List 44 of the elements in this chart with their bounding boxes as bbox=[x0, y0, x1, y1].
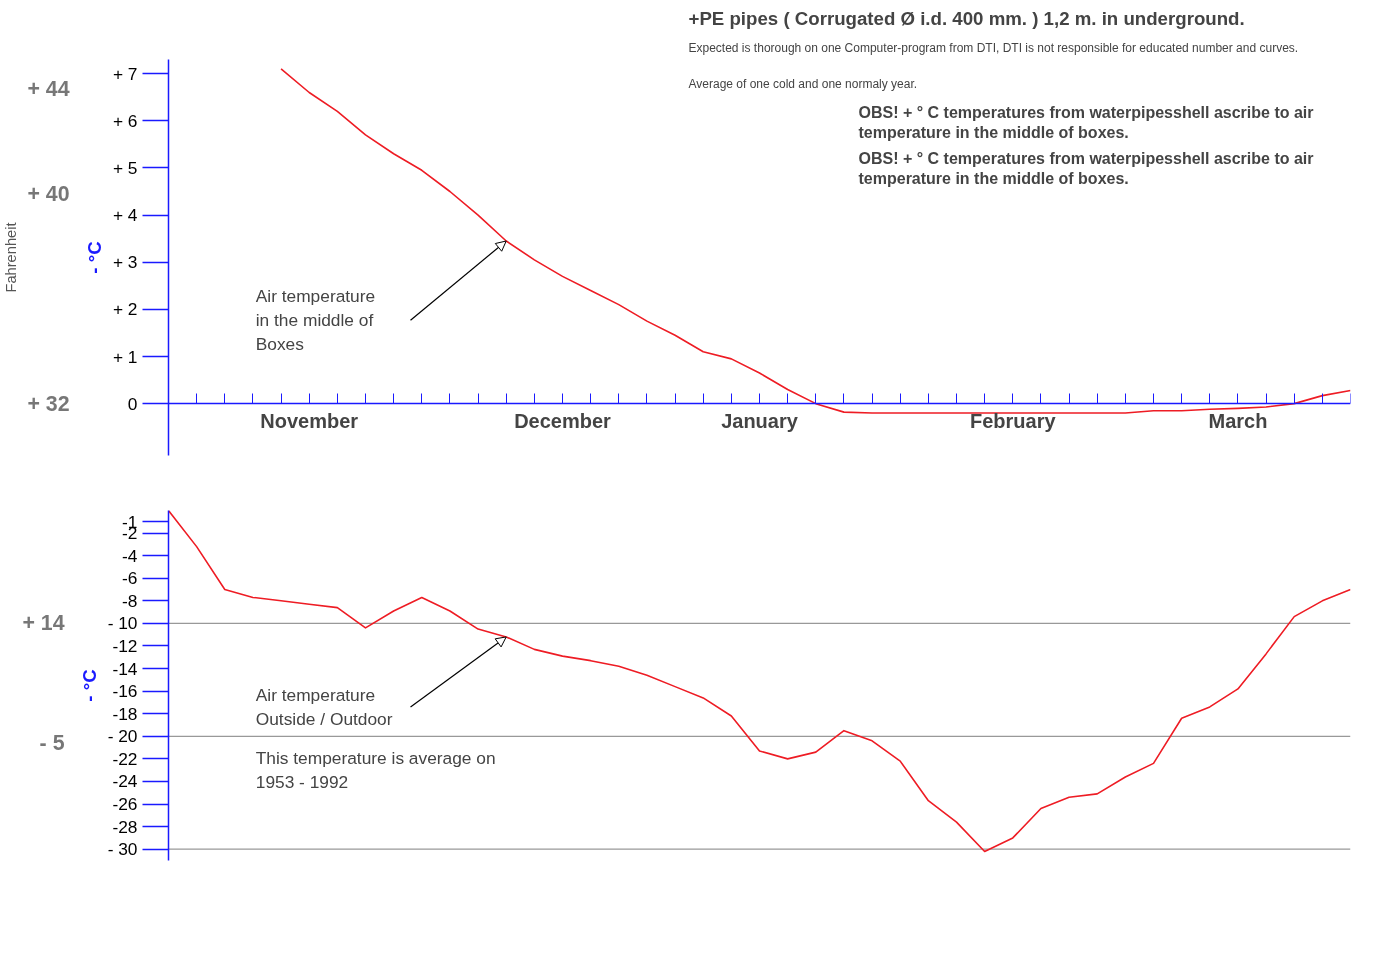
text: Air temperature in the middle of Boxes bbox=[255, 286, 376, 355]
x-tick-label: November bbox=[260, 409, 359, 432]
text: Air temperature Outside / Outdoor bbox=[255, 684, 393, 729]
y-tick-label: + 6 bbox=[112, 110, 138, 131]
annotation: Average of one cold and one normaly year. bbox=[688, 76, 918, 91]
y-tick-label: -12 bbox=[112, 635, 138, 656]
y2-tick-label: + 14 bbox=[22, 611, 65, 636]
y-tick-label: 0 bbox=[127, 393, 138, 414]
chart-title: +PE pipes ( Corrugated Ø i.d. 400 mm. ) 1,2 m. in underground. bbox=[688, 7, 1245, 29]
y-tick-label: -8 bbox=[122, 590, 138, 611]
y-tick-label: -28 bbox=[112, 816, 138, 837]
y-tick-label: + 7 bbox=[112, 63, 138, 84]
y-tick-label: -14 bbox=[112, 658, 138, 679]
y-tick-label: + 5 bbox=[112, 157, 138, 178]
x-tick-label: December bbox=[514, 409, 612, 432]
x-tick-label: February bbox=[969, 409, 1057, 432]
y-tick-label: + 2 bbox=[112, 299, 138, 320]
chart-subtitle: Expected is thorough on one Computer-program from DTI, DTI is not responsible for educated number and curves. bbox=[688, 40, 1299, 55]
y-tick-label: - 10 bbox=[107, 613, 138, 634]
line-series bbox=[168, 510, 1351, 853]
y-tick-label: - 20 bbox=[107, 726, 138, 747]
y-tick-label: + 3 bbox=[112, 252, 138, 273]
y-tick-label: -16 bbox=[112, 681, 138, 702]
x-tick-label: March bbox=[1208, 409, 1268, 432]
y-axis-title: - °C bbox=[83, 241, 105, 274]
y-tick-label: -6 bbox=[122, 568, 138, 589]
y-tick-label: -26 bbox=[112, 794, 138, 815]
y-tick-label: + 1 bbox=[112, 346, 138, 367]
y-axis-title: - °C bbox=[78, 669, 100, 702]
y2-axis-title: Fahrenheit bbox=[3, 222, 20, 293]
y-tick-label: -22 bbox=[112, 748, 138, 769]
y-tick-label: -4 bbox=[122, 545, 138, 566]
y2-tick-label: + 32 bbox=[27, 391, 70, 416]
annotation: OBS! + ° C temperatures from waterpipesshell ascribe to air temperature in the middle of boxes. bbox=[858, 150, 1314, 188]
x-tick-label: January bbox=[721, 409, 799, 432]
y-tick-label: -18 bbox=[112, 703, 138, 724]
annotation: OBS! + ° C temperatures from waterpipesshell ascribe to air temperature in the middle of boxes. bbox=[858, 104, 1314, 142]
annotation: This temperature is average on 1953 - 1992 bbox=[255, 747, 496, 792]
y-tick-label: -24 bbox=[112, 771, 138, 792]
y2-tick-label: + 40 bbox=[27, 182, 70, 207]
y-tick-label: - 30 bbox=[107, 839, 138, 860]
y2-tick-label: + 44 bbox=[27, 77, 70, 102]
y-tick-label: + 4 bbox=[112, 205, 138, 226]
y2-tick-label: - 5 bbox=[39, 730, 65, 755]
